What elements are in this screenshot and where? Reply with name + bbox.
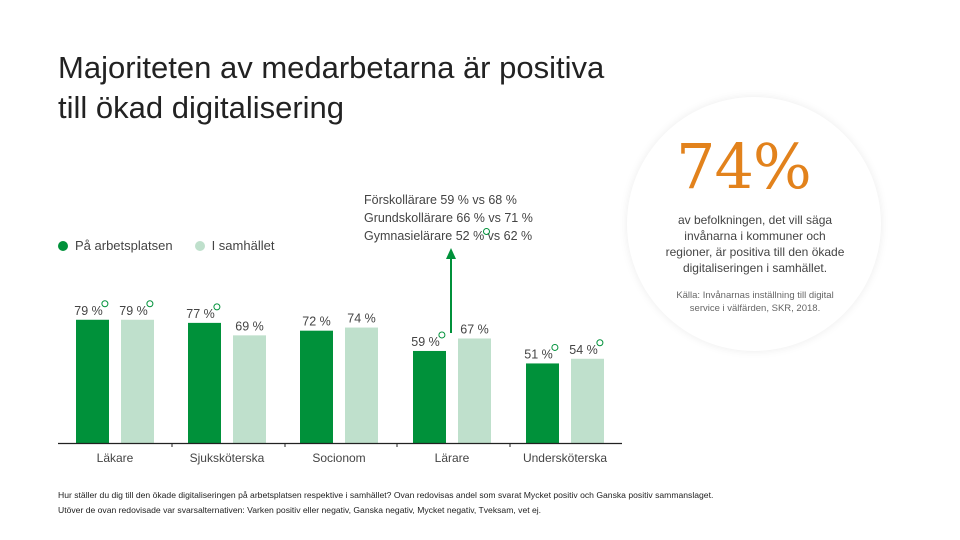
- value-label: 79 %: [74, 304, 103, 318]
- significance-icon: [438, 331, 446, 339]
- footnote: Hur ställer du dig till den ökade digita…: [58, 488, 918, 518]
- category-label: Lärare: [435, 451, 470, 465]
- teacher-breakdown-note: Förskollärare 59 % vs 68 % Grundskollära…: [364, 191, 533, 245]
- bar-arbetsplatsen-3: [413, 350, 446, 443]
- value-label: 72 %: [302, 315, 331, 329]
- bar-samhallet-4: [571, 358, 604, 443]
- value-label: 51 %: [524, 347, 553, 361]
- significance-icon: [483, 228, 490, 235]
- bar-samhallet-2: [345, 327, 378, 443]
- value-label: 54 %: [569, 343, 598, 357]
- callout-text: av befolkningen, det vill säga invånarna…: [665, 213, 845, 275]
- value-label: 79 %: [119, 304, 148, 318]
- callout-value: 74%: [676, 130, 812, 203]
- callout-circle: [627, 97, 881, 351]
- legend-swatch-arbetsplatsen: [58, 240, 68, 251]
- significance-icon: [101, 300, 109, 308]
- bar-arbetsplatsen-0: [76, 319, 109, 443]
- legend-item-arbetsplatsen: På arbetsplatsen: [58, 238, 173, 253]
- legend: På arbetsplatsen I samhället: [58, 238, 274, 253]
- legend-swatch-samhallet: [194, 240, 205, 251]
- significance-icon: [146, 300, 154, 308]
- bar-samhallet-3: [458, 338, 491, 443]
- bar-samhallet-0: [121, 319, 154, 443]
- callout-source: Källa: Invånarnas inställning till digit…: [676, 290, 834, 314]
- value-label: 77 %: [186, 307, 215, 321]
- title-line-1: Majoriteten av medarbetarna är positiva: [58, 50, 605, 85]
- category-label: Sjuksköterska: [190, 451, 265, 465]
- note-line-gymnasielarare: Gymnasielärare 52 % vs 62 %: [364, 229, 533, 243]
- note-line-forskollarare: Förskollärare 59 % vs 68 %: [364, 193, 517, 207]
- significance-icon: [551, 343, 559, 351]
- category-label: Läkare: [97, 451, 134, 465]
- category-label: Undersköterska: [523, 451, 607, 465]
- legend-label-arbetsplatsen: På arbetsplatsen: [75, 238, 173, 253]
- legend-label-samhallet: I samhället: [211, 238, 275, 253]
- significance-icon: [596, 339, 604, 347]
- legend-item-samhallet: I samhället: [194, 238, 275, 253]
- significance-icon: [213, 303, 221, 311]
- value-label: 74 %: [347, 312, 376, 326]
- footnote-line-1: Hur ställer du dig till den ökade digita…: [58, 490, 714, 500]
- note-line-grundskollarare: Grundskollärare 66 % vs 71 %: [364, 211, 533, 225]
- value-label: 69 %: [235, 319, 264, 333]
- value-label: 67 %: [460, 322, 489, 336]
- bar-arbetsplatsen-1: [188, 322, 221, 443]
- bar-arbetsplatsen-4: [526, 363, 559, 443]
- title-line-2: till ökad digitalisering: [58, 90, 345, 125]
- bar-samhallet-1: [233, 335, 266, 443]
- arrow-icon: [446, 248, 456, 333]
- chart-title: Majoriteten av medarbetarna är positiva …: [58, 48, 658, 128]
- value-label: 59 %: [411, 335, 440, 349]
- bar-arbetsplatsen-2: [300, 330, 333, 443]
- footnote-line-2: Utöver de ovan redovisade var svarsalter…: [58, 505, 542, 515]
- category-label: Socionom: [312, 451, 365, 465]
